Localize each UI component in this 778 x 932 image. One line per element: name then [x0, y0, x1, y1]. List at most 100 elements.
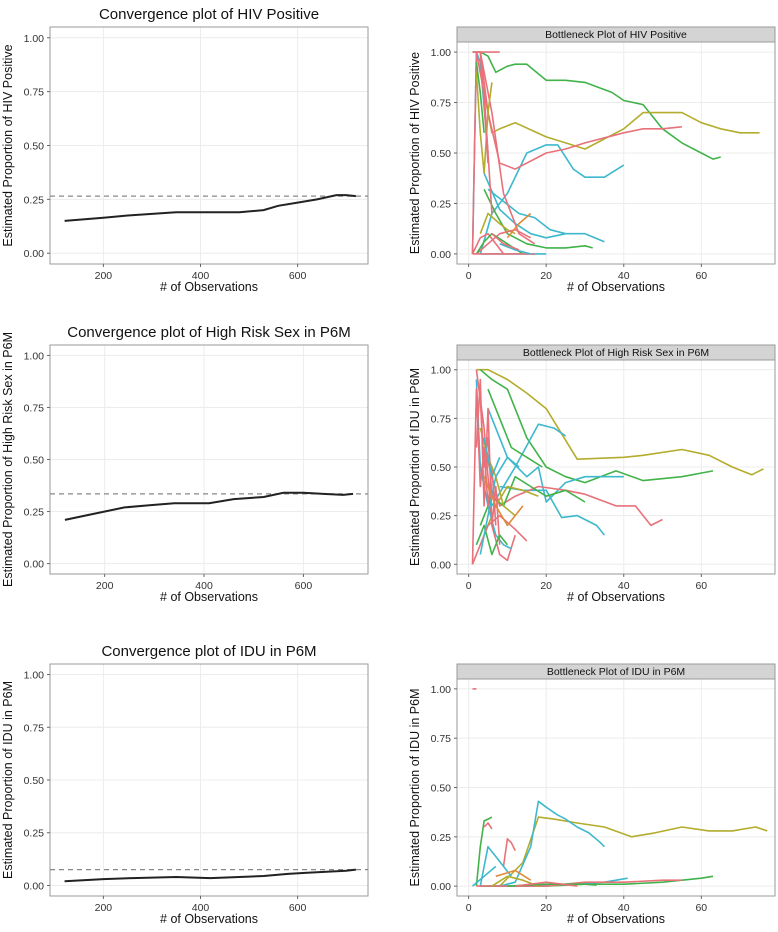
x-tick-label: 60 — [695, 270, 707, 282]
data-layer — [471, 688, 768, 887]
series-line-14 — [471, 514, 528, 565]
chart-title: Bottleneck Plot of HIV Positive — [545, 29, 687, 41]
y-tick-label: 0.25 — [24, 507, 45, 519]
y-tick-label: 0.75 — [24, 722, 45, 734]
series-line-9 — [483, 188, 593, 249]
gridlines — [457, 42, 775, 264]
x-tick-label: 40 — [618, 902, 630, 914]
series-line-17 — [487, 388, 543, 468]
series-line-4 — [475, 816, 493, 887]
y-tick-label: 0.50 — [24, 455, 45, 467]
series-line-15 — [475, 228, 532, 255]
series-line-estimate — [64, 868, 357, 883]
y-tick-label: 0.50 — [431, 462, 452, 474]
series-line-16 — [479, 456, 520, 555]
series-line-5 — [483, 822, 493, 830]
series-line-13 — [471, 865, 497, 887]
x-axis-label: # of Observations — [567, 912, 665, 926]
series-line-3 — [479, 144, 625, 255]
y-tick-label: 0.00 — [24, 559, 45, 571]
y-tick-label: 1.00 — [24, 33, 45, 45]
y-tick-label: 0.00 — [24, 880, 45, 892]
y-tick-label: 1.00 — [24, 350, 45, 362]
series-line-2 — [479, 369, 714, 484]
chart-title: Convergence plot of IDU in P6M — [101, 643, 316, 660]
series-line-4 — [483, 172, 605, 243]
x-tick-label: 20 — [540, 580, 552, 592]
x-tick-label: 600 — [289, 902, 307, 914]
series-line-22 — [475, 62, 485, 133]
x-tick-label: 200 — [95, 902, 113, 914]
series-line-estimate — [64, 194, 357, 222]
series-line-11 — [491, 875, 539, 887]
y-tick-label: 1.00 — [431, 684, 452, 696]
x-tick-label: 400 — [195, 580, 213, 592]
y-tick-label: 0.50 — [24, 141, 45, 153]
y-tick-label: 0.25 — [431, 511, 452, 523]
x-tick-label: 20 — [540, 902, 552, 914]
x-tick-label: 60 — [695, 580, 707, 592]
series-line-23 — [479, 52, 489, 164]
y-tick-label: 0.75 — [431, 98, 452, 110]
x-tick-label: 400 — [192, 270, 210, 282]
series-line-15 — [515, 881, 578, 887]
series-line-13 — [475, 72, 493, 174]
x-tick-label: 0 — [466, 580, 472, 592]
x-tick-label: 0 — [466, 270, 472, 282]
x-tick-label: 0 — [466, 902, 472, 914]
x-axis-label: # of Observations — [567, 590, 665, 604]
data-layer — [50, 868, 368, 883]
y-tick-label: 0.25 — [24, 194, 45, 206]
y-tick-label: 0.25 — [24, 828, 45, 840]
series-line-6 — [479, 51, 682, 170]
y-tick-label: 1.00 — [431, 365, 452, 377]
x-tick-label: 20 — [540, 270, 552, 282]
chart-title: Bottleneck Plot of High Risk Sex in P6M — [523, 347, 709, 359]
y-axis-label: Estimated Proportion of High Risk Sex in… — [1, 332, 15, 587]
y-tick-label: 0.00 — [431, 559, 452, 571]
y-axis-label: Estimated Proportion of HIV Positive — [408, 52, 422, 254]
chart-panel-4: Bottleneck Plot of High Risk Sex in P6M 0… — [408, 344, 776, 604]
chart-panel-5: Convergence plot of IDU in P6M 0.00 0.25 0.… — [1, 643, 369, 926]
data-layer — [50, 194, 368, 222]
series-line-5 — [487, 188, 566, 235]
y-tick-label: 0.75 — [431, 413, 452, 425]
y-tick-label: 0.50 — [431, 783, 452, 795]
x-tick-label: 40 — [618, 270, 630, 282]
chart-panel-2: Bottleneck Plot of HIV Positive 0.00 0.25 0… — [408, 26, 776, 294]
series-line-1 — [472, 51, 721, 160]
x-tick-label: 40 — [618, 580, 630, 592]
chart-title: Convergence plot of HIV Positive — [99, 6, 319, 23]
x-axis-label: # of Observations — [160, 590, 258, 604]
series-line-13 — [475, 524, 509, 556]
y-tick-label: 1.00 — [431, 47, 452, 59]
data-layer — [471, 51, 760, 255]
series-line-6 — [483, 447, 663, 527]
series-line-4 — [491, 423, 567, 507]
series-line-12 — [475, 378, 501, 545]
y-tick-label: 0.00 — [431, 881, 452, 893]
x-tick-label: 600 — [295, 580, 313, 592]
series-line-21 — [491, 233, 520, 251]
series-line-14 — [471, 232, 505, 255]
y-tick-label: 0.25 — [431, 832, 452, 844]
series-line-2 — [480, 816, 768, 887]
x-tick-label: 200 — [95, 270, 113, 282]
y-axis-label: Estimated Proportion of IDU in P6M — [1, 681, 15, 879]
series-line-20 — [483, 437, 501, 478]
x-axis-label: # of Observations — [160, 280, 258, 294]
series-line-6 — [502, 838, 516, 867]
y-tick-label: 0.75 — [24, 402, 45, 414]
y-tick-label: 0.75 — [24, 87, 45, 99]
y-tick-label: 0.50 — [24, 775, 45, 787]
series-line-12 — [495, 869, 532, 881]
x-axis-label: # of Observations — [567, 280, 665, 294]
y-axis-label: Estimated Proportion of IDU in P6M — [408, 368, 422, 566]
x-tick-label: 600 — [289, 270, 307, 282]
y-tick-label: 0.25 — [431, 198, 452, 210]
series-line-7 — [479, 845, 512, 887]
series-line-7 — [475, 369, 516, 562]
y-tick-label: 1.00 — [24, 670, 45, 682]
x-tick-label: 60 — [695, 902, 707, 914]
